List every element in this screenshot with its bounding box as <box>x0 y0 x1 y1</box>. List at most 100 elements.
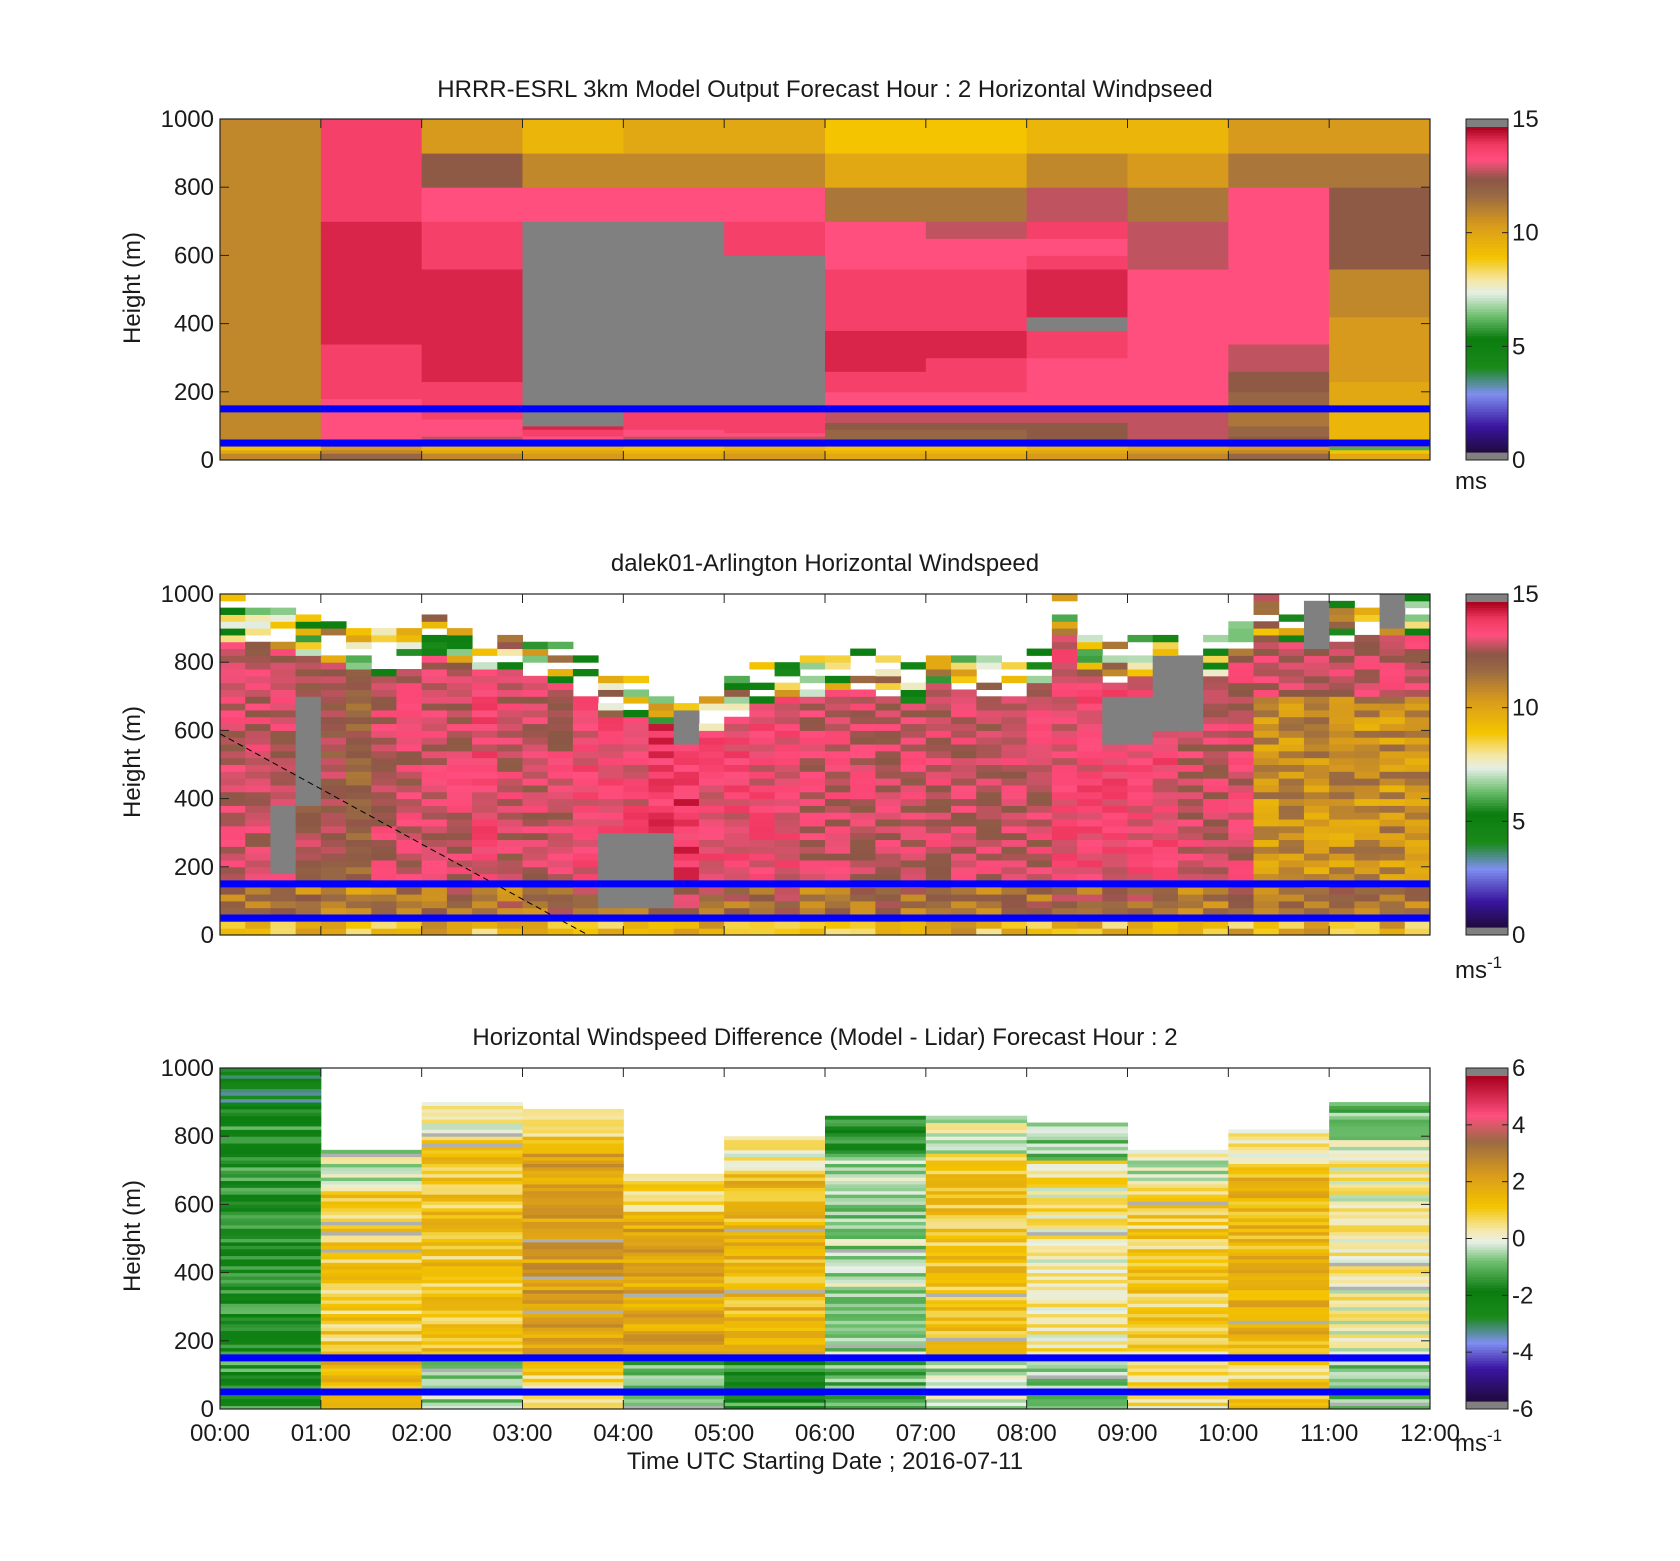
heatmap-cell <box>522 412 624 417</box>
heatmap-cell <box>572 757 599 765</box>
heatmap-cell <box>598 805 624 813</box>
heatmap-cell <box>1329 1310 1431 1315</box>
heatmap-cell <box>346 866 372 875</box>
heatmap-cell <box>1152 798 1179 806</box>
heatmap-cell <box>220 853 246 861</box>
heatmap-cell <box>245 928 271 936</box>
heatmap-cell <box>925 812 952 820</box>
heatmap-cell <box>724 1173 826 1178</box>
heatmap-cell <box>320 1364 423 1369</box>
colorbar-segment <box>1466 1200 1508 1204</box>
colorbar-segment <box>1466 916 1508 920</box>
heatmap-cell <box>724 791 750 800</box>
heatmap-cell <box>320 1340 423 1345</box>
colorbar-segment <box>1466 618 1508 622</box>
heatmap-cell <box>925 1139 1028 1144</box>
heatmap-cell <box>698 859 725 868</box>
heatmap-cell <box>1404 859 1431 868</box>
heatmap-cell <box>446 819 473 827</box>
heatmap-cell <box>825 1252 927 1257</box>
heatmap-cell <box>1177 737 1204 745</box>
heatmap-cell <box>522 1153 624 1158</box>
heatmap-cell <box>925 255 1028 270</box>
heatmap-cell <box>1228 299 1330 318</box>
heatmap-cell <box>825 1136 927 1141</box>
heatmap-cell <box>1127 1221 1229 1226</box>
heatmap-cell <box>976 839 1002 847</box>
heatmap-cell <box>220 1177 322 1182</box>
heatmap-cell <box>270 730 297 738</box>
heatmap-cell <box>1026 1125 1128 1130</box>
heatmap-cell <box>598 730 624 738</box>
heatmap-cell <box>346 723 372 731</box>
heatmap-cell <box>1253 723 1280 731</box>
heatmap-cell <box>825 784 851 793</box>
heatmap-cell <box>295 716 322 725</box>
heatmap-cell <box>1329 1262 1431 1267</box>
heatmap-cell <box>976 771 1002 779</box>
heatmap-cell <box>421 1289 523 1294</box>
heatmap-cell <box>1278 832 1305 841</box>
heatmap-cell <box>825 1119 927 1124</box>
colorbar-segment <box>1466 194 1508 199</box>
heatmap-cell <box>245 648 271 656</box>
heatmap-cell <box>825 859 851 868</box>
heatmap-cell <box>522 1228 624 1233</box>
heatmap-cell <box>472 791 498 800</box>
colorbar-segment <box>1466 1333 1508 1337</box>
heatmap-cell <box>623 1361 725 1366</box>
heatmap-cell <box>522 187 624 222</box>
heatmap-cell <box>421 900 448 909</box>
heatmap-cell <box>1228 1218 1330 1222</box>
colorbar-segment <box>1466 162 1508 166</box>
heatmap-cell <box>1329 1119 1431 1124</box>
heatmap-cell <box>522 1320 624 1325</box>
heatmap-cell <box>522 771 549 779</box>
y-tick-label: 200 <box>174 1328 214 1355</box>
heatmap-cell <box>925 432 1028 437</box>
heatmap-cell <box>925 1330 1028 1335</box>
heatmap-cell <box>925 1337 1028 1342</box>
heatmap-cell <box>220 648 246 656</box>
colorbar-segment <box>1466 259 1508 264</box>
heatmap-cell <box>1026 422 1128 427</box>
colorbar-segment <box>1466 623 1508 627</box>
heatmap-cell <box>497 641 523 650</box>
y-tick-label: 0 <box>201 447 214 474</box>
heatmap-cell <box>724 398 826 406</box>
colorbar-segment <box>1466 691 1508 695</box>
colorbar-segment <box>1466 1154 1508 1158</box>
heatmap-cell <box>1127 1282 1229 1287</box>
colorbar-segment <box>1466 395 1508 399</box>
heatmap-cell <box>220 825 246 834</box>
heatmap-cell <box>421 1381 523 1386</box>
heatmap-cell <box>371 669 397 677</box>
heatmap-cell <box>295 621 322 629</box>
heatmap-cell <box>1354 805 1381 813</box>
heatmap-cell <box>774 764 801 772</box>
heatmap-cell <box>320 1310 423 1315</box>
heatmap-cell <box>724 299 826 318</box>
heatmap-cell <box>1253 846 1280 854</box>
colorbar-segment <box>1466 1203 1508 1207</box>
heatmap-cell <box>1379 621 1406 629</box>
heatmap-cell <box>1127 1180 1229 1185</box>
heatmap-cell <box>320 778 347 786</box>
heatmap-cell <box>774 812 801 820</box>
colorbar-segment <box>1466 238 1508 242</box>
colorbar-segment <box>1466 1279 1508 1283</box>
heatmap-cell <box>572 887 599 895</box>
heatmap-cell <box>220 928 246 936</box>
heatmap-cell <box>1177 907 1204 916</box>
heatmap-cell <box>1329 344 1431 359</box>
heatmap-cell <box>421 819 448 827</box>
heatmap-cell <box>1026 709 1053 718</box>
heatmap-cell <box>1203 894 1229 902</box>
heatmap-cell <box>1379 655 1406 663</box>
heatmap-cell <box>825 238 927 256</box>
heatmap-cell <box>925 1272 1028 1277</box>
heatmap-cell <box>1354 750 1381 759</box>
heatmap-cell <box>825 1163 927 1168</box>
heatmap-cell <box>1177 703 1204 711</box>
heatmap-cell <box>1001 716 1028 725</box>
